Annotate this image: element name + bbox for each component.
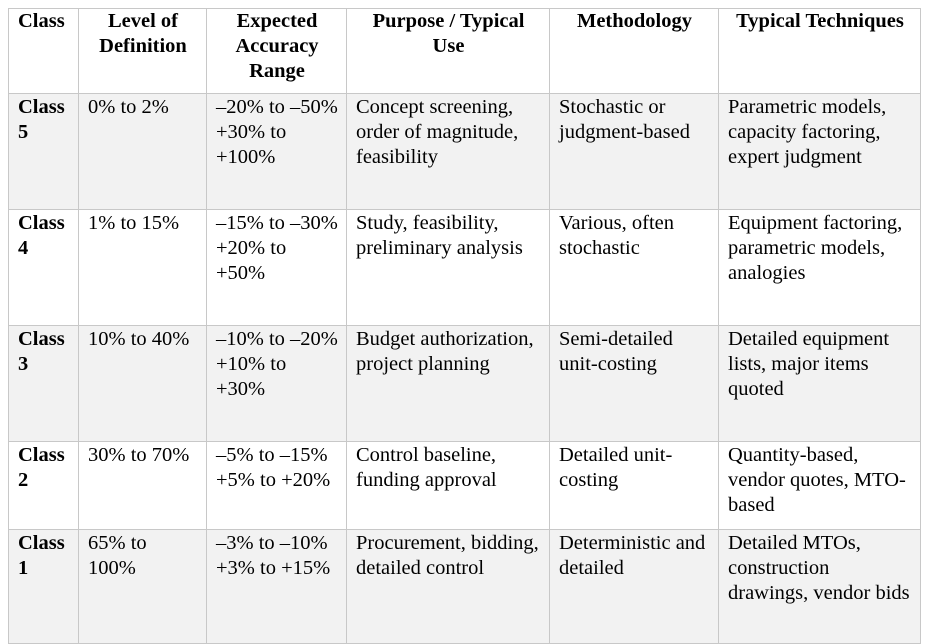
accuracy-cell: –20% to –50% +30% to +100%	[206, 93, 347, 210]
header-row: Class Level of Definition Expected Accur…	[8, 8, 921, 94]
accuracy-low: –15% to –30%	[216, 212, 338, 234]
estimate-class-table: Class Level of Definition Expected Accur…	[8, 8, 921, 644]
purpose-cell: Procurement, bidding, detailed control	[346, 529, 550, 644]
header-expected-accuracy-range: Expected Accuracy Range	[206, 8, 347, 94]
definition-cell: 65% to 100%	[78, 529, 207, 644]
purpose-cell: Budget authorization, project planning	[346, 325, 550, 442]
table-row: Class 5 0% to 2% –20% to –50% +30% to +1…	[8, 93, 921, 210]
accuracy-high: +5% to +20%	[216, 469, 331, 491]
techniques-cell: Parametric models, capacity factoring, e…	[718, 93, 921, 210]
class-cell: Class 3	[8, 325, 79, 442]
class-cell: Class 4	[8, 209, 79, 326]
header-class: Class	[8, 8, 79, 94]
header-level-of-definition: Level of Definition	[78, 8, 207, 94]
class-cell: Class 2	[8, 441, 79, 530]
header-typical-techniques: Typical Techniques	[718, 8, 921, 94]
techniques-cell: Detailed equipment lists, major items qu…	[718, 325, 921, 442]
table-row: Class 1 65% to 100% –3% to –10% +3% to +…	[8, 529, 921, 644]
accuracy-cell: –3% to –10% +3% to +15%	[206, 529, 347, 644]
header-methodology: Methodology	[549, 8, 719, 94]
methodology-cell: Stochastic or judgment-based	[549, 93, 719, 210]
methodology-cell: Semi-detailed unit-costing	[549, 325, 719, 442]
class-cell: Class 1	[8, 529, 79, 644]
accuracy-cell: –15% to –30% +20% to +50%	[206, 209, 347, 326]
definition-cell: 1% to 15%	[78, 209, 207, 326]
techniques-cell: Quantity-based, vendor quotes, MTO-based	[718, 441, 921, 530]
accuracy-low: –20% to –50%	[216, 96, 338, 118]
definition-cell: 10% to 40%	[78, 325, 207, 442]
techniques-cell: Equipment factoring, parametric models, …	[718, 209, 921, 326]
accuracy-high: +30% to +100%	[216, 121, 287, 168]
purpose-cell: Study, feasibility, preliminary analysis	[346, 209, 550, 326]
methodology-cell: Detailed unit-costing	[549, 441, 719, 530]
accuracy-high: +10% to +30%	[216, 353, 287, 400]
class-cell: Class 5	[8, 93, 79, 210]
table-row: Class 2 30% to 70% –5% to –15% +5% to +2…	[8, 441, 921, 530]
accuracy-cell: –5% to –15% +5% to +20%	[206, 441, 347, 530]
techniques-cell: Detailed MTOs, construction drawings, ve…	[718, 529, 921, 644]
accuracy-high: +3% to +15%	[216, 557, 331, 579]
accuracy-low: –5% to –15%	[216, 444, 328, 466]
accuracy-high: +20% to +50%	[216, 237, 287, 284]
accuracy-low: –3% to –10%	[216, 532, 328, 554]
accuracy-cell: –10% to –20% +10% to +30%	[206, 325, 347, 442]
methodology-cell: Deterministic and detailed	[549, 529, 719, 644]
purpose-cell: Control baseline, funding approval	[346, 441, 550, 530]
accuracy-low: –10% to –20%	[216, 328, 338, 350]
methodology-cell: Various, often stochastic	[549, 209, 719, 326]
table-row: Class 3 10% to 40% –10% to –20% +10% to …	[8, 325, 921, 442]
definition-cell: 30% to 70%	[78, 441, 207, 530]
estimate-class-table-container: Class Level of Definition Expected Accur…	[8, 8, 921, 644]
table-row: Class 4 1% to 15% –15% to –30% +20% to +…	[8, 209, 921, 326]
definition-cell: 0% to 2%	[78, 93, 207, 210]
purpose-cell: Concept screening, order of magnitude, f…	[346, 93, 550, 210]
header-purpose: Purpose / Typical Use	[346, 8, 550, 94]
